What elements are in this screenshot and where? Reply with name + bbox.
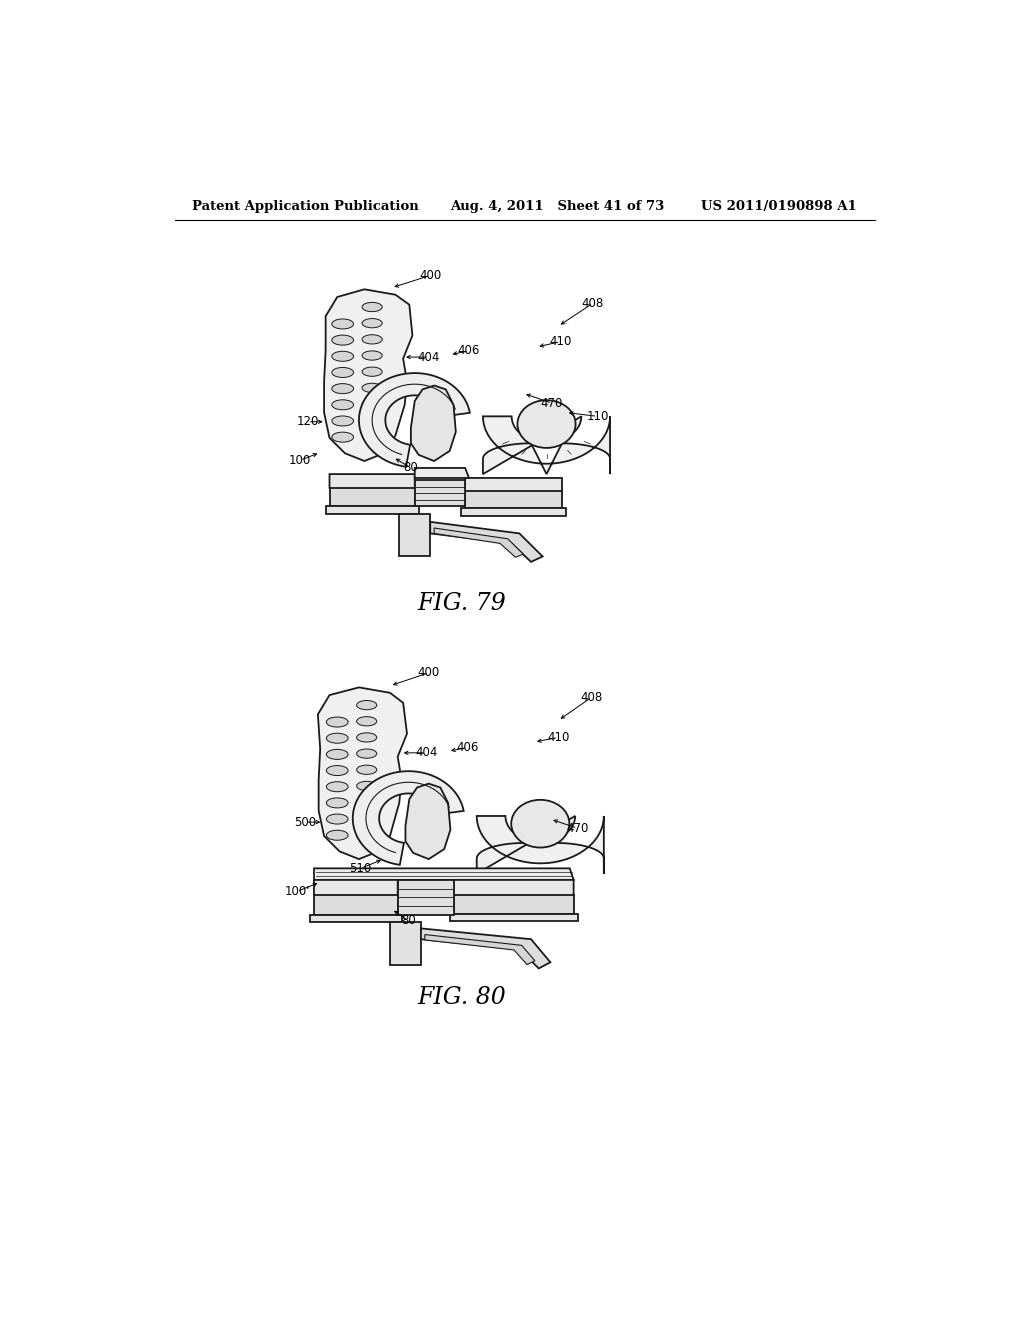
- Ellipse shape: [356, 766, 377, 775]
- Polygon shape: [454, 880, 573, 899]
- Text: FIG. 79: FIG. 79: [417, 591, 506, 615]
- Ellipse shape: [327, 797, 348, 808]
- Polygon shape: [330, 488, 415, 507]
- Text: 408: 408: [582, 297, 604, 310]
- Ellipse shape: [362, 351, 382, 360]
- Polygon shape: [324, 289, 413, 461]
- Ellipse shape: [332, 335, 353, 345]
- Ellipse shape: [332, 432, 353, 442]
- Ellipse shape: [332, 400, 353, 409]
- Ellipse shape: [362, 367, 382, 376]
- Ellipse shape: [356, 797, 377, 807]
- Text: 400: 400: [418, 667, 440, 680]
- Text: 510: 510: [349, 862, 372, 875]
- Polygon shape: [461, 508, 566, 516]
- Polygon shape: [390, 923, 421, 965]
- Text: 410: 410: [547, 731, 569, 744]
- Polygon shape: [425, 935, 535, 965]
- Polygon shape: [415, 469, 469, 478]
- Ellipse shape: [332, 384, 353, 393]
- Text: 406: 406: [457, 741, 478, 754]
- Polygon shape: [406, 784, 451, 859]
- Ellipse shape: [517, 400, 575, 447]
- Ellipse shape: [356, 717, 377, 726]
- Ellipse shape: [356, 733, 377, 742]
- Polygon shape: [317, 688, 407, 859]
- Text: 100: 100: [289, 454, 311, 467]
- Text: 80: 80: [403, 462, 418, 474]
- Text: 470: 470: [566, 822, 589, 834]
- Polygon shape: [465, 491, 562, 508]
- Text: 500: 500: [294, 816, 315, 829]
- Ellipse shape: [362, 318, 382, 327]
- Ellipse shape: [332, 319, 353, 329]
- Polygon shape: [330, 474, 415, 491]
- Ellipse shape: [327, 733, 348, 743]
- Ellipse shape: [327, 830, 348, 841]
- Ellipse shape: [362, 383, 382, 392]
- Text: FIG. 80: FIG. 80: [417, 986, 506, 1010]
- Polygon shape: [450, 913, 578, 921]
- Ellipse shape: [332, 351, 353, 362]
- Polygon shape: [465, 478, 562, 494]
- Ellipse shape: [362, 400, 382, 409]
- Text: 400: 400: [419, 269, 441, 282]
- Polygon shape: [399, 515, 430, 557]
- Text: 110: 110: [587, 409, 609, 422]
- Ellipse shape: [327, 814, 348, 824]
- Polygon shape: [483, 416, 610, 474]
- Polygon shape: [314, 869, 573, 880]
- Text: 410: 410: [549, 335, 571, 348]
- Ellipse shape: [356, 748, 377, 758]
- Polygon shape: [434, 528, 523, 557]
- Polygon shape: [326, 507, 419, 515]
- Ellipse shape: [362, 302, 382, 312]
- Polygon shape: [411, 385, 456, 461]
- Text: 404: 404: [418, 351, 440, 363]
- Text: 100': 100': [285, 884, 309, 898]
- Ellipse shape: [327, 750, 348, 759]
- Polygon shape: [421, 928, 550, 969]
- Polygon shape: [314, 880, 397, 899]
- Ellipse shape: [327, 781, 348, 792]
- Text: US 2011/0190898 A1: US 2011/0190898 A1: [700, 199, 856, 213]
- Ellipse shape: [356, 781, 377, 791]
- Polygon shape: [430, 521, 543, 562]
- Polygon shape: [477, 816, 604, 874]
- Ellipse shape: [327, 766, 348, 776]
- Ellipse shape: [356, 701, 377, 710]
- Text: 406: 406: [458, 345, 480, 358]
- Polygon shape: [352, 771, 464, 865]
- Ellipse shape: [511, 800, 569, 847]
- Ellipse shape: [327, 717, 348, 727]
- Text: Aug. 4, 2011   Sheet 41 of 73: Aug. 4, 2011 Sheet 41 of 73: [450, 199, 664, 213]
- Ellipse shape: [332, 416, 353, 426]
- Text: 404: 404: [415, 746, 437, 759]
- Text: 120: 120: [297, 416, 319, 428]
- Text: 408: 408: [581, 690, 602, 704]
- Polygon shape: [310, 915, 401, 923]
- Ellipse shape: [362, 335, 382, 345]
- Polygon shape: [454, 895, 573, 913]
- Polygon shape: [314, 895, 397, 915]
- Text: 80: 80: [401, 915, 416, 927]
- Text: 470: 470: [541, 397, 563, 409]
- Text: Patent Application Publication: Patent Application Publication: [191, 199, 418, 213]
- Polygon shape: [415, 480, 465, 507]
- Polygon shape: [397, 880, 454, 915]
- Ellipse shape: [332, 367, 353, 378]
- Polygon shape: [359, 374, 470, 467]
